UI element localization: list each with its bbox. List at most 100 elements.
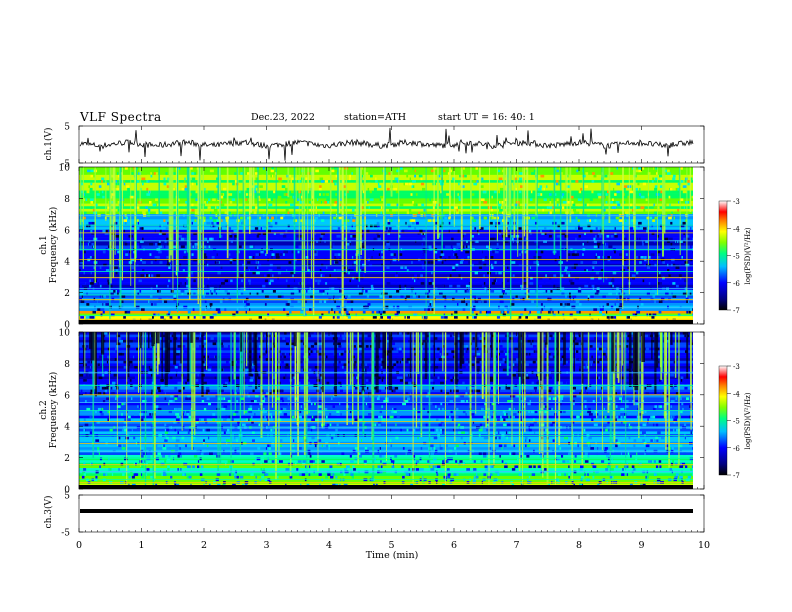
spectrogram-cell [167,261,169,264]
spectrogram-cell [391,410,395,414]
spectrogram-cell [469,282,471,285]
spectrogram-cell [204,418,207,422]
spectrogram-cell [377,389,382,393]
spectrogram-cell [668,274,672,277]
spectrogram-cell [348,227,351,230]
spectrogram-cell [692,447,693,450]
spectrogram-cell [351,237,354,241]
spectrogram-cell [597,413,599,416]
spectrogram-cell [321,263,324,267]
spectrogram-cell [505,386,509,390]
spectrogram-cell [486,245,489,249]
spectrogram-cell [584,232,586,236]
spectrogram-cell [561,455,564,458]
spectrogram-cell [579,190,581,194]
spectrogram-cell [458,198,463,202]
spectrogram-cell [337,227,341,230]
spectrogram-cell [206,389,210,393]
spectrogram-cell [128,360,133,364]
spectrogram-cell [216,221,220,225]
spectrogram-cell [368,250,373,254]
spectrogram-cell [265,358,268,361]
spectrogram-cell [540,455,543,458]
spectrogram-cell [324,201,327,204]
spectrogram-cell [185,397,189,401]
spectrogram-cell [336,235,341,238]
spectrogram-cell [484,465,489,469]
spectrogram-cell [233,436,236,440]
spectrogram-cell [327,447,330,450]
spectrogram-band [79,211,693,215]
spectrogram-cell [622,468,624,471]
spectrogram-cell [406,295,410,298]
spectrogram-cell [177,381,180,385]
spectrogram-band [79,195,693,199]
spectrogram-cell [268,282,271,285]
spectrogram-cell [471,235,474,238]
spectrogram-cell [477,174,479,178]
spectrogram-cell [504,334,508,338]
spectrogram-cell [174,428,176,432]
spectrogram-cell [128,475,132,479]
spectrogram-cell [499,187,504,191]
spectrogram-cell [506,415,509,419]
spectrogram-cell [79,373,84,377]
spectrogram-cell [296,457,299,461]
spectrogram-cell [470,413,475,416]
spectrogram-cell [101,253,104,256]
spectrogram-cell [456,310,458,314]
spectrogram-cell [391,347,394,351]
spectrogram-cell [620,269,624,272]
spectrogram-cell [609,436,613,440]
spectrogram-cell [506,423,511,427]
spectrogram-cell [490,256,494,259]
spectrogram-cell [329,381,331,385]
spectrogram-cell [317,279,322,283]
spectrogram-cell [476,242,478,246]
spectrogram-cell [654,439,656,442]
spectrogram-cell [564,436,569,440]
spectrogram-cell [485,468,489,471]
spectrogram-cell [448,216,451,220]
spectrogram-cell [87,332,89,335]
spectrogram-cell [689,292,692,296]
spectrogram-cell [208,198,211,202]
spectrogram-cell [429,198,431,202]
spectrogram-cell [207,284,209,288]
spectrogram-cell [567,193,570,196]
spectrogram-cell [611,457,613,461]
spectrogram-cell [164,431,168,435]
sferic-line [622,167,624,266]
spectrogram-cell [290,271,294,275]
spectrogram-cell [181,292,184,296]
spectrogram-cell [518,237,523,241]
spectrogram-cell [140,339,144,343]
spectrogram-cell [450,410,453,414]
spectrogram-cell [86,407,91,411]
spectrogram-cell [331,308,333,311]
spectrogram-cell [354,360,357,364]
spectrogram-cell [408,224,412,228]
spectrogram-cell [308,473,311,476]
spectrogram-cell [364,462,367,466]
spectrogram-cell [641,240,644,243]
sferic-line [355,167,358,273]
spectrogram-cell [110,386,113,390]
spectrogram-cell [584,284,589,288]
spectrogram-cell [689,227,692,230]
spectrogram-cell [643,263,646,267]
spectrogram-cell [131,235,133,238]
spectrogram-cell [324,405,328,408]
spectrogram-cell [258,423,260,427]
spectrogram-cell [409,261,412,264]
spectrogram-cell [180,290,185,293]
spectrogram-cell [315,410,317,414]
spectrogram-cell [267,221,271,225]
spectrogram-cell [625,211,629,215]
spectrogram-cell [636,452,638,456]
spectrogram-cell [133,436,136,440]
spectrogram-cell [233,237,236,241]
spectrogram-cell [163,444,165,448]
spectrogram-cell [251,177,253,181]
spectrogram-cell [552,439,555,442]
